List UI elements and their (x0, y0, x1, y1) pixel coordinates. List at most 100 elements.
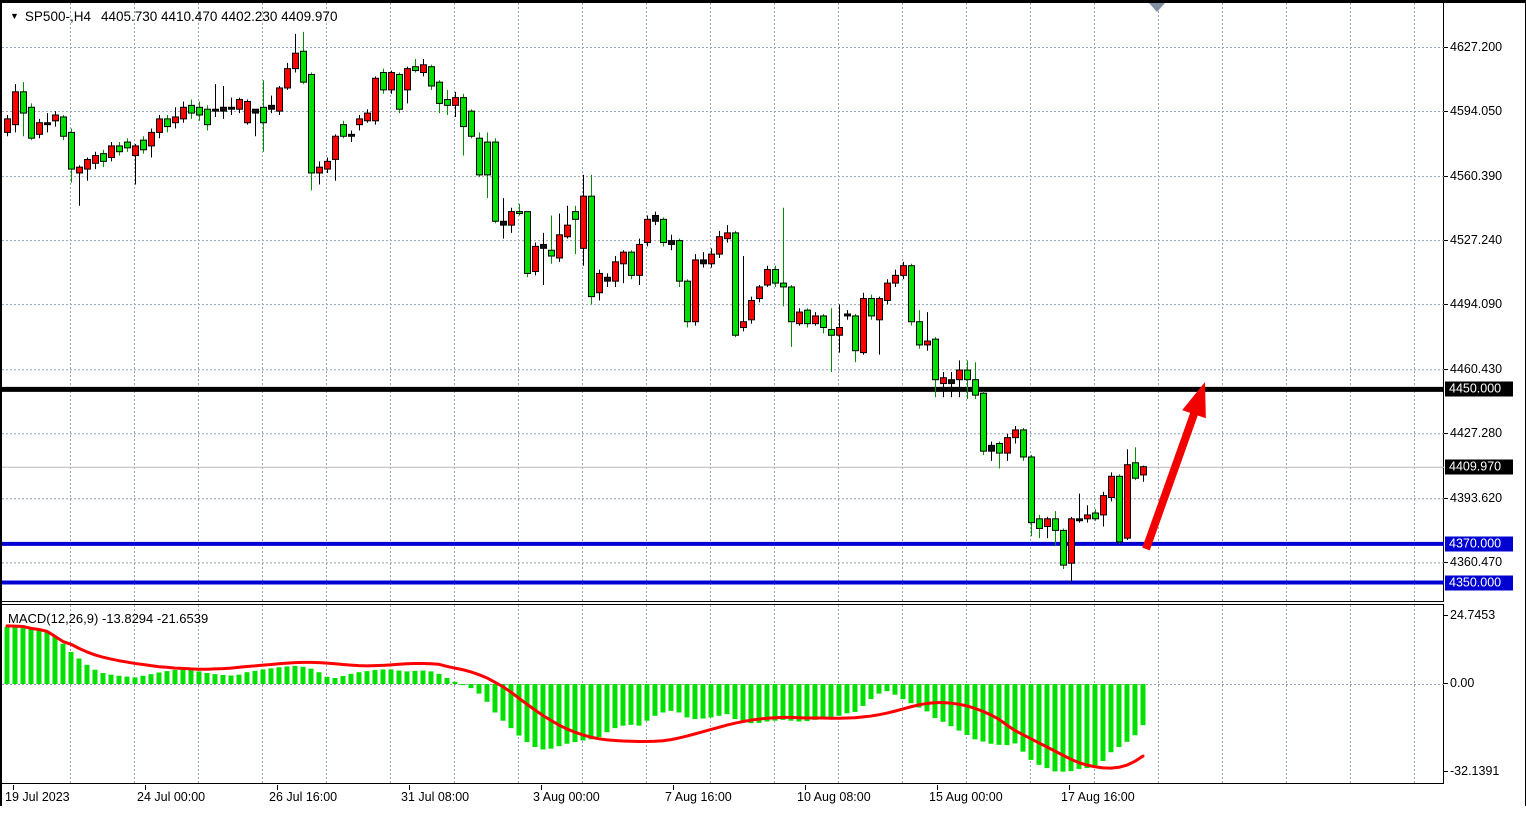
price-tick-label: 4494.090 (1450, 297, 1503, 312)
price-tick-label: 4460.430 (1450, 362, 1503, 377)
candle-body (44, 122, 51, 126)
candle-body (324, 160, 331, 170)
candle-body (956, 369, 963, 381)
macd-bar (220, 674, 226, 684)
macd-bar (332, 677, 338, 684)
macd-grid (2, 605, 1444, 783)
candle-body (732, 232, 739, 336)
candle-body (1132, 462, 1139, 479)
time-tick-mark (409, 785, 410, 790)
macd-bar (692, 684, 698, 720)
candle-body (1076, 518, 1083, 522)
macd-bar (300, 666, 306, 684)
macd-bar (644, 684, 650, 721)
macd-bar (788, 684, 794, 721)
macd-bar (860, 684, 866, 706)
macd-bar (972, 684, 978, 740)
macd-bar (716, 684, 722, 716)
macd-bar (452, 681, 458, 684)
candle-body (812, 315, 819, 325)
macd-bar (1076, 684, 1082, 769)
candle-body (948, 379, 955, 385)
candle-body (1108, 475, 1115, 499)
price-chart-panel[interactable]: ▼ SP500-,H4 4405.730 4410.470 4402.230 440… (2, 3, 1444, 602)
candle-body (1084, 514, 1091, 520)
candle-body (108, 145, 115, 159)
macd-bar (1132, 684, 1138, 736)
macd-bar (188, 670, 194, 684)
candle-body (844, 313, 851, 317)
macd-bar (700, 684, 706, 719)
macd-bar (372, 670, 378, 684)
time-tick-mark (673, 785, 674, 790)
price-tick-label: 4393.620 (1450, 491, 1503, 506)
macd-bar (68, 651, 74, 684)
macd-bar (268, 668, 274, 684)
macd-bar (276, 667, 282, 684)
candle-body (396, 73, 403, 110)
candle-body (380, 72, 387, 91)
symbol-dropdown-icon[interactable]: ▼ (10, 11, 19, 21)
candle-body (644, 218, 651, 244)
axis-tick-mark (1444, 615, 1448, 617)
macd-indicator-panel[interactable]: MACD(12,26,9) -13.8294 -21.6539 (2, 604, 1444, 784)
candle-body (692, 259, 699, 323)
macd-chart[interactable] (2, 605, 1444, 783)
candle-body (924, 340, 931, 346)
macd-bar (444, 677, 450, 684)
candle-body (12, 91, 19, 126)
macd-bar (764, 684, 770, 722)
macd-bar (636, 684, 642, 726)
macd-bar (900, 684, 906, 700)
time-tick-mark (1069, 785, 1070, 790)
macd-bar (60, 643, 66, 684)
axis-tick-mark (1444, 562, 1448, 564)
macd-bar (908, 684, 914, 704)
macd-bar (180, 669, 186, 684)
candle-body (836, 327, 843, 336)
candlestick-chart[interactable] (2, 3, 1444, 602)
macd-bar (12, 627, 18, 684)
macd-bar (132, 677, 138, 684)
macd-bar (20, 627, 26, 684)
price-axis[interactable]: 4627.200 4594.050 4560.390 4527.240 4494.090… (1444, 3, 1526, 784)
time-tick-mark (145, 785, 146, 790)
chart-shift-marker[interactable] (1149, 3, 1165, 12)
macd-bar (892, 684, 898, 695)
candle-body (444, 99, 451, 106)
candle-body (1060, 529, 1067, 566)
macd-bar (588, 684, 594, 740)
candle-body (76, 166, 83, 174)
candle-body (724, 232, 731, 240)
macd-bar (572, 684, 578, 743)
candle-body (1044, 518, 1051, 528)
macd-bar (252, 670, 258, 684)
macd-bar (924, 684, 930, 712)
macd-bar (828, 684, 834, 718)
candle-body (996, 442, 1003, 454)
macd-bar (76, 658, 82, 684)
macd-bar (348, 673, 354, 684)
macd-bar (676, 684, 682, 713)
candle-body (116, 145, 123, 153)
macd-bar (772, 684, 778, 721)
candle-body (356, 118, 363, 126)
candle-body (556, 234, 563, 259)
time-axis[interactable]: 19 Jul 2023 24 Jul 00:00 26 Jul 16:00 31 Ju… (2, 785, 1444, 807)
candle-body (756, 286, 763, 300)
axis-tick-mark (1444, 498, 1448, 500)
macd-bar (484, 684, 490, 702)
trend-arrow-object[interactable] (1142, 382, 1206, 551)
candle-body (508, 211, 515, 226)
candle-body (340, 124, 347, 137)
macd-bar (356, 672, 362, 684)
macd-bar (1060, 684, 1066, 772)
macd-bar (796, 684, 802, 722)
candle-body (492, 141, 499, 222)
candle-body (668, 240, 675, 245)
candle-body (476, 137, 483, 176)
macd-bar (916, 684, 922, 708)
time-tick-label: 24 Jul 00:00 (137, 790, 206, 804)
candle-body (236, 99, 243, 110)
price-tick-label: 4527.240 (1450, 233, 1503, 248)
